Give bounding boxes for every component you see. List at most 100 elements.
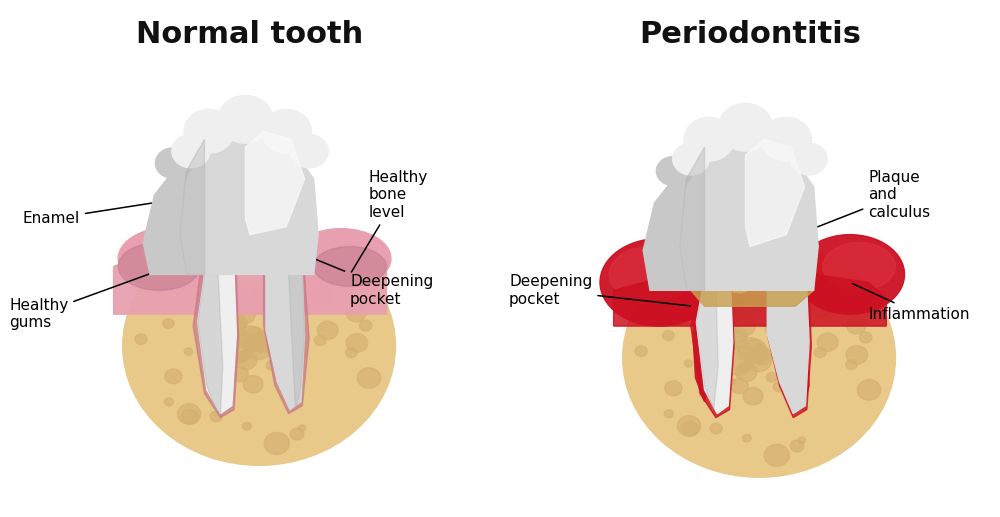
Circle shape (682, 421, 698, 436)
Circle shape (357, 368, 381, 388)
Polygon shape (696, 291, 718, 409)
Circle shape (846, 345, 868, 364)
Circle shape (668, 278, 690, 297)
Circle shape (736, 363, 757, 382)
Circle shape (317, 321, 338, 339)
Polygon shape (193, 275, 239, 418)
Circle shape (746, 353, 759, 363)
Ellipse shape (823, 242, 895, 291)
Circle shape (731, 378, 748, 393)
Circle shape (135, 334, 147, 344)
Circle shape (725, 352, 751, 375)
Circle shape (722, 329, 746, 350)
Circle shape (682, 171, 709, 195)
Polygon shape (767, 291, 809, 414)
Polygon shape (693, 291, 711, 402)
Polygon shape (793, 291, 809, 409)
Text: Normal tooth: Normal tooth (136, 20, 364, 49)
Circle shape (239, 354, 247, 361)
Circle shape (225, 340, 251, 363)
Circle shape (729, 327, 747, 343)
Circle shape (704, 361, 712, 368)
Text: Periodontitis: Periodontitis (639, 20, 861, 49)
Circle shape (276, 310, 302, 333)
Polygon shape (180, 123, 318, 275)
Circle shape (721, 300, 742, 318)
Circle shape (254, 332, 267, 344)
Circle shape (669, 290, 679, 298)
Circle shape (229, 315, 247, 331)
Circle shape (677, 416, 701, 436)
Circle shape (684, 117, 734, 161)
Text: Enamel: Enamel (23, 195, 202, 226)
Circle shape (739, 366, 747, 373)
Circle shape (684, 360, 692, 367)
Circle shape (776, 322, 802, 345)
Circle shape (737, 346, 754, 361)
Ellipse shape (291, 229, 391, 288)
Circle shape (243, 375, 263, 393)
Circle shape (748, 346, 768, 362)
Circle shape (169, 278, 179, 286)
Circle shape (347, 305, 366, 322)
Polygon shape (198, 275, 223, 414)
Ellipse shape (118, 226, 227, 291)
Circle shape (248, 293, 271, 313)
Circle shape (292, 252, 310, 267)
Circle shape (754, 347, 768, 359)
Circle shape (743, 387, 763, 405)
Circle shape (210, 412, 222, 422)
Circle shape (790, 440, 804, 452)
Polygon shape (180, 139, 205, 275)
Circle shape (816, 289, 824, 297)
Polygon shape (643, 171, 700, 291)
Circle shape (859, 332, 872, 343)
Text: Healthy
gums: Healthy gums (9, 271, 156, 330)
Circle shape (245, 337, 272, 360)
Circle shape (184, 348, 192, 355)
Circle shape (847, 317, 866, 334)
Circle shape (752, 347, 772, 364)
Text: Healthy
bone
level: Healthy bone level (351, 170, 427, 272)
Circle shape (814, 347, 826, 357)
Polygon shape (114, 247, 386, 314)
Circle shape (248, 333, 268, 351)
Circle shape (168, 266, 190, 285)
Circle shape (243, 422, 251, 430)
Polygon shape (696, 291, 733, 414)
Polygon shape (680, 131, 818, 291)
Circle shape (745, 348, 772, 372)
Circle shape (222, 286, 248, 308)
Circle shape (703, 356, 715, 366)
Circle shape (246, 341, 259, 352)
Polygon shape (691, 235, 814, 306)
Polygon shape (266, 275, 305, 409)
Circle shape (265, 309, 283, 325)
Polygon shape (614, 275, 886, 326)
Text: Plaque
and
calculus: Plaque and calculus (780, 170, 930, 241)
Circle shape (817, 333, 838, 352)
Circle shape (664, 410, 673, 418)
Circle shape (623, 239, 895, 477)
Circle shape (798, 437, 806, 444)
Circle shape (738, 338, 763, 359)
Circle shape (791, 143, 827, 175)
Polygon shape (741, 235, 809, 275)
Circle shape (221, 288, 242, 307)
Circle shape (754, 344, 767, 356)
Ellipse shape (118, 242, 200, 291)
Circle shape (810, 297, 833, 316)
Circle shape (234, 305, 255, 324)
Circle shape (745, 339, 766, 357)
Circle shape (184, 110, 234, 153)
Circle shape (203, 344, 215, 354)
Circle shape (231, 366, 248, 382)
Circle shape (726, 378, 735, 386)
Circle shape (261, 110, 311, 153)
Circle shape (254, 336, 268, 347)
Circle shape (169, 257, 196, 281)
Circle shape (722, 298, 748, 320)
Polygon shape (289, 275, 305, 409)
Circle shape (266, 360, 277, 370)
Circle shape (177, 404, 201, 424)
